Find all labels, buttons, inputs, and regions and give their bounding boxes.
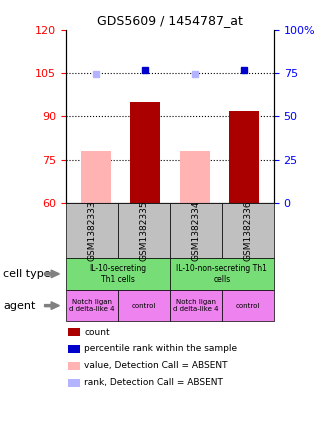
Bar [180,151,210,203]
Text: IL-10-non-secreting Th1
cells: IL-10-non-secreting Th1 cells [177,264,267,283]
Text: agent: agent [3,301,36,310]
Text: GSM1382333: GSM1382333 [87,200,96,261]
Text: Notch ligan
d delta-like 4: Notch ligan d delta-like 4 [69,299,115,312]
Text: percentile rank within the sample: percentile rank within the sample [84,344,237,354]
Text: GSM1382336: GSM1382336 [244,200,252,261]
Text: rank, Detection Call = ABSENT: rank, Detection Call = ABSENT [84,378,223,387]
Text: cell type: cell type [3,269,51,279]
Text: count: count [84,327,110,337]
Text: control: control [132,302,156,309]
Title: GDS5609 / 1454787_at: GDS5609 / 1454787_at [97,14,243,27]
Text: GSM1382335: GSM1382335 [140,200,148,261]
Text: value, Detection Call = ABSENT: value, Detection Call = ABSENT [84,361,228,371]
Text: Notch ligan
d delta-like 4: Notch ligan d delta-like 4 [173,299,219,312]
Bar [130,102,160,203]
Bar [81,151,111,203]
Text: IL-10-secreting
Th1 cells: IL-10-secreting Th1 cells [89,264,147,283]
Bar [229,110,259,203]
Text: control: control [236,302,260,309]
Text: GSM1382334: GSM1382334 [191,200,200,261]
